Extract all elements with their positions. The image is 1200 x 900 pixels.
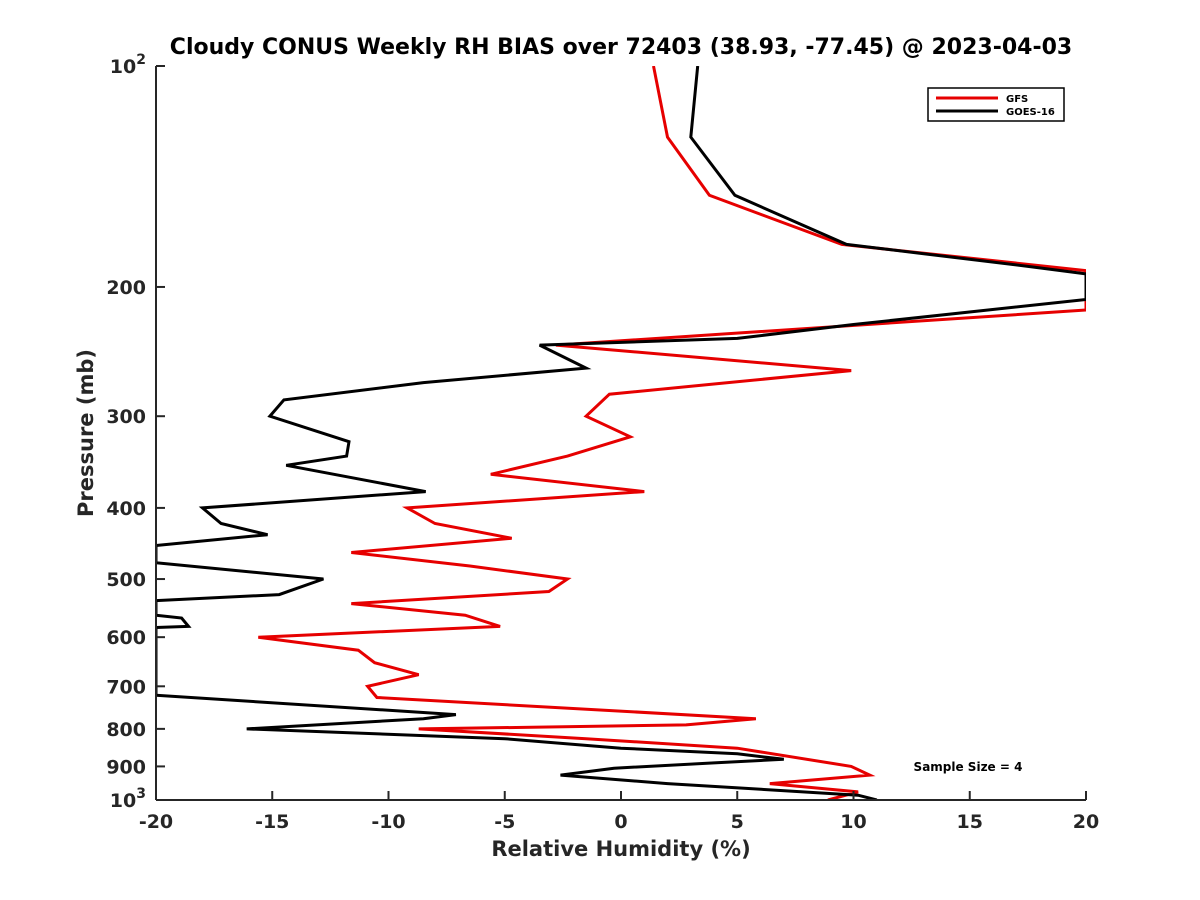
y-tick-label: 500 <box>106 569 146 591</box>
x-tick-label: 10 <box>840 811 866 833</box>
x-tick-label: -10 <box>371 811 405 833</box>
legend-label-goes-16: GOES-16 <box>1006 107 1055 118</box>
x-tick-label: 0 <box>614 811 627 833</box>
y-tick-label: 900 <box>106 756 146 778</box>
sample-size-annotation: Sample Size = 4 <box>914 760 1023 774</box>
x-tick-label: 20 <box>1073 811 1099 833</box>
y-tick-label: 103 <box>110 786 146 812</box>
y-tick-label: 800 <box>106 719 146 741</box>
y-axis-label: Pressure (mb) <box>74 349 98 517</box>
x-tick-label: -15 <box>255 811 289 833</box>
legend: GFS GOES-16 <box>927 87 1065 122</box>
y-tick-label: 102 <box>110 52 146 78</box>
y-tick-label: 300 <box>106 406 146 428</box>
x-tick-label: -20 <box>139 811 173 833</box>
x-tick-label: 5 <box>731 811 744 833</box>
legend-label-gfs: GFS <box>1006 94 1028 105</box>
y-tick-label: 600 <box>106 627 146 649</box>
x-axis-label: Relative Humidity (%) <box>491 837 750 861</box>
plot-area: -20 -15 -10 -5 0 5 10 15 20 102 200 300 400 500 600 700… <box>106 52 1099 833</box>
series-line-goes-16 <box>156 66 1086 800</box>
y-tick-label: 400 <box>106 498 146 520</box>
y-tick-label: 700 <box>106 676 146 698</box>
series-line-gfs <box>258 66 1086 800</box>
x-tick-label: 15 <box>957 811 983 833</box>
x-tick-label: -5 <box>494 811 515 833</box>
y-tick-label: 200 <box>106 277 146 299</box>
chart-title: Cloudy CONUS Weekly RH BIAS over 72403 (… <box>170 35 1072 60</box>
legend-box <box>927 87 1065 122</box>
